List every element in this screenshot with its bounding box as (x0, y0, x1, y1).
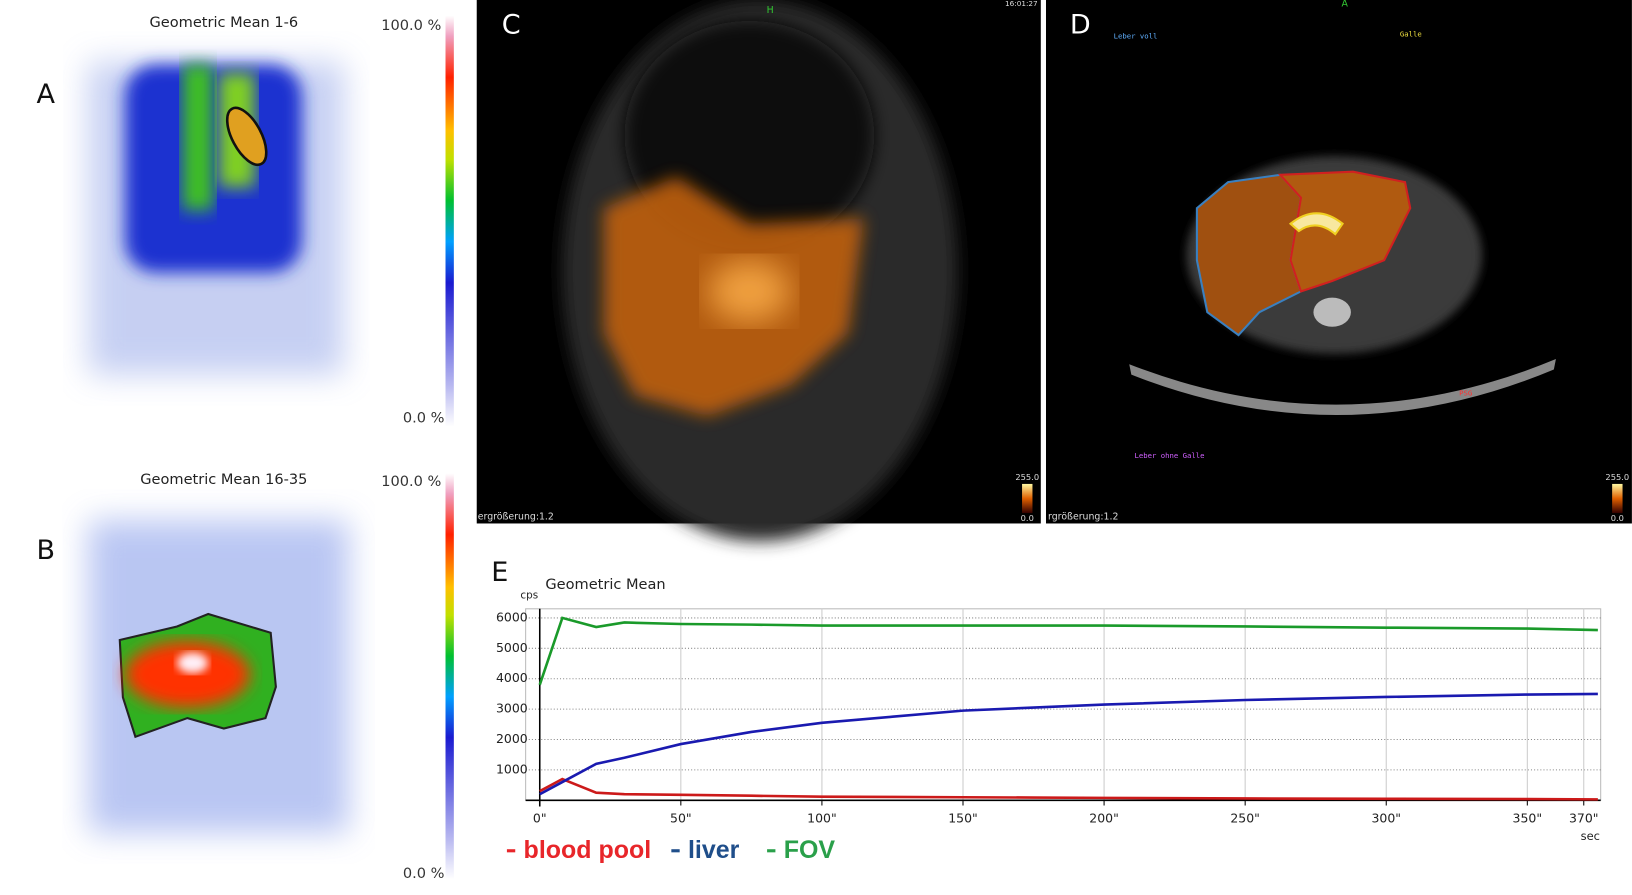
line (538, 616, 1598, 686)
scale-max: 255.0 (1605, 472, 1629, 482)
panel-label: D (1070, 10, 1091, 41)
table (1129, 359, 1556, 416)
y-tick-label: 2000 (496, 731, 528, 746)
scan-uptake (182, 64, 214, 211)
liver-uptake (707, 260, 792, 323)
colorbar (445, 15, 454, 427)
roi-gallbladder (1288, 212, 1345, 236)
x-tick-label: 350" (1513, 811, 1543, 826)
y-tick-label: 6000 (496, 609, 528, 624)
legend-dash (767, 849, 776, 853)
time: 16:01:27 (1005, 0, 1038, 8)
y-axis-label: cps (520, 589, 538, 601)
roi-label: Galle (1400, 29, 1422, 38)
panel-label: C (502, 10, 521, 41)
plot-area (525, 608, 1602, 801)
x-tick-label: 370" (1569, 811, 1599, 826)
legend-dash (671, 849, 680, 853)
panel-label: E (491, 557, 508, 588)
scan-uptake (124, 641, 250, 708)
roi-outline (225, 106, 268, 167)
panel-label: A (37, 79, 56, 110)
scale-max: 100.0 % (381, 473, 441, 490)
panel-e: E cps Geometric Mean sec 1000 2000 3000 400… (491, 557, 1602, 864)
y-tick-label: 3000 (496, 701, 528, 716)
roi-label: Leber ohne Galle (1134, 451, 1204, 460)
panel-title: Geometric Mean 1-6 (150, 14, 299, 31)
orientation: H (767, 5, 774, 16)
panel-b: B Geometric Mean 16-35 100.0 % 0.0 % (37, 471, 454, 882)
scale-min: 0.0 % (403, 409, 445, 426)
scale-max: 255.0 (1015, 472, 1039, 482)
zoom: ergrößerung:1.2 (478, 512, 554, 523)
line (539, 777, 1598, 801)
colorbar (445, 473, 454, 880)
scale-max: 100.0 % (381, 17, 441, 34)
orientation: A (1341, 0, 1348, 10)
x-tick-label: 50" (670, 811, 692, 826)
x-tick-label: 150" (948, 811, 978, 826)
legend-entry: FOV (784, 836, 836, 864)
scale-min: 0.0 (1611, 513, 1624, 523)
x-tick-label: 300" (1371, 811, 1401, 826)
legend-entry: blood pool (524, 836, 652, 864)
chart-title: Geometric Mean (545, 576, 665, 593)
y-tick-label: 5000 (496, 640, 528, 655)
roi-label: PSG (1459, 388, 1472, 397)
panel-c: C H 16:01:27 ergrößerung:1.2 255.0 0.0 (476, 0, 1041, 542)
x-tick-label: 200" (1089, 811, 1119, 826)
scale-min: 0.0 % (403, 865, 445, 882)
scan-uptake (177, 652, 209, 674)
legend-entry: liver (688, 836, 740, 864)
x-tick-label: 250" (1230, 811, 1260, 826)
scale-min: 0.0 (1021, 513, 1034, 523)
roi-label: Leber voll (1114, 31, 1158, 40)
y-tick-label: 1000 (496, 761, 528, 776)
colorbar (1022, 483, 1033, 514)
panel-a: A Geometric Mean 1-6 100.0 % 0.0 % (37, 14, 454, 427)
panel-label: B (37, 535, 56, 566)
vertebra (1313, 297, 1351, 327)
line (539, 692, 1598, 796)
panel-title: Geometric Mean 16-35 (140, 471, 307, 488)
x-tick-label: 100" (807, 811, 837, 826)
x-axis-label: sec (1581, 829, 1600, 843)
x-tick-label: 0" (533, 811, 547, 826)
colorbar (1612, 483, 1623, 514)
y-tick-label: 4000 (496, 670, 528, 685)
panel-d: D A Leber voll Galle Leber ohne Galle PS… (1045, 0, 1632, 524)
legend-dash (506, 849, 516, 853)
zoom: rgrößerung:1.2 (1048, 512, 1118, 523)
